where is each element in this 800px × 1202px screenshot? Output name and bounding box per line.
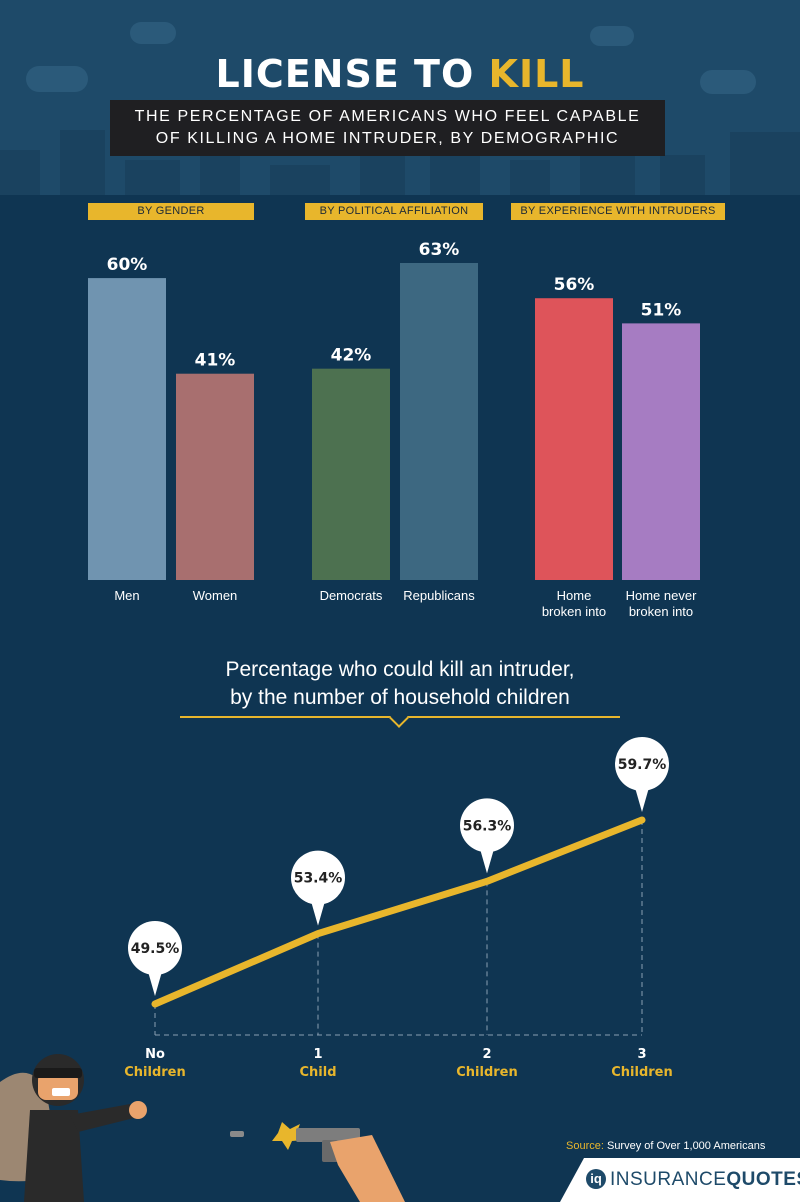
skyline-building [0,150,40,195]
bar-value-label: 60% [107,255,148,275]
subtitle-line-2: OF KILLING A HOME INTRUDER, BY DEMOGRAPH… [155,130,620,147]
bar [88,278,166,580]
callout-pointer [634,783,650,812]
bar-category-label: Democrats [320,588,383,603]
x-tick-label: Children [124,1065,186,1080]
header-banner: LICENSE TO KILL THE PERCENTAGE OF AMERIC… [0,0,800,195]
cloud-decoration [130,22,176,44]
bar [622,323,700,580]
data-point-label: 49.5% [131,941,180,957]
cloud-decoration [700,70,756,94]
burglar-teeth [52,1088,70,1096]
callout-bubble [291,850,345,905]
cloud-decoration [590,26,634,46]
gun-illustration [230,1122,405,1202]
bar-value-label: 41% [195,351,236,371]
skyline-building [125,160,180,195]
x-tick-label: 1 [313,1047,322,1062]
x-tick-label: Children [611,1065,673,1080]
bar-value-label: 51% [641,300,682,320]
muzzle-flash-icon [272,1122,304,1150]
skyline-building [60,130,105,195]
burglar-illustration [0,1054,147,1202]
burglar-arm [70,1104,134,1132]
bar-category-label: Home never broken into [626,588,697,619]
shooter-hand [330,1135,405,1202]
cloud-decoration [26,66,88,92]
gun-barrel [296,1128,360,1142]
bar [535,298,613,580]
source-note: Source: Survey of Over 1,000 Americans [566,1140,765,1152]
callout-pointer [479,845,495,874]
logo-text: INSURANCEQUOTES [610,1169,800,1191]
burglar-body [24,1110,84,1202]
subtitle-line-1: THE PERCENTAGE OF AMERICANS WHO FEEL CAP… [134,108,641,125]
logo-mark-icon: iq [586,1169,606,1189]
section-header-political: BY POLITICAL AFFILIATION [305,203,483,220]
subtitle-box: THE PERCENTAGE OF AMERICANS WHO FEEL CAP… [110,100,665,156]
bar-category-label: Women [193,588,238,603]
callout-pointer [310,897,326,926]
title-main: LICENSE TO [215,52,489,96]
bar [176,373,254,580]
bar [312,368,390,580]
bar-value-label: 63% [419,240,460,260]
series-line [151,816,646,1008]
bullet [230,1131,244,1137]
data-point-label: 59.7% [618,757,667,773]
skyline-building [270,165,330,195]
brand-logo: iq INSURANCEQUOTES [560,1158,800,1202]
skyline-building [730,132,800,195]
section-header-gender: BY GENDER [88,203,254,220]
burglar-mask [34,1068,82,1078]
bar-value-label: 56% [554,275,595,295]
x-tick-label: No [145,1047,165,1062]
callout-bubble [615,736,669,791]
line-chart-title-line-1: Percentage who could kill an intruder, [225,658,575,681]
callout-bubble [128,921,182,975]
bar-value-label: 42% [331,346,372,366]
data-point-label: 56.3% [463,818,512,834]
x-tick-label: 3 [637,1047,646,1062]
source-label: Source: [566,1140,604,1152]
line-chart-title: Percentage who could kill an intruder, b… [160,656,640,712]
bar-category-label: Men [114,588,139,603]
x-tick-label: 2 [482,1047,491,1062]
callout-bubble [460,798,514,853]
callout-pointer [147,968,163,996]
source-text: Survey of Over 1,000 Americans [603,1140,766,1152]
x-tick-label: Child [299,1065,336,1080]
data-point-label: 53.4% [294,871,343,887]
line-chart-title-line-2: by the number of household children [230,686,570,709]
logo-text-light: INSURANCE [610,1169,727,1190]
section-header-experience: BY EXPERIENCE WITH INTRUDERS [511,203,725,220]
x-tick-label: Children [456,1065,518,1080]
skyline-building [360,150,405,195]
title-accent: KILL [488,52,585,96]
logo-text-bold: QUOTES [726,1169,800,1190]
skyline-building [660,155,705,195]
page-title: LICENSE TO KILL [0,52,800,96]
bar-category-label: Home broken into [542,588,606,619]
bar [400,263,478,580]
burglar-hand [129,1101,147,1119]
bar-chart: 60% Men 41% Women 42% Democrats 63% Republicans… [88,240,700,619]
bar-category-label: Republicans [403,588,475,603]
skyline-building [510,160,550,195]
